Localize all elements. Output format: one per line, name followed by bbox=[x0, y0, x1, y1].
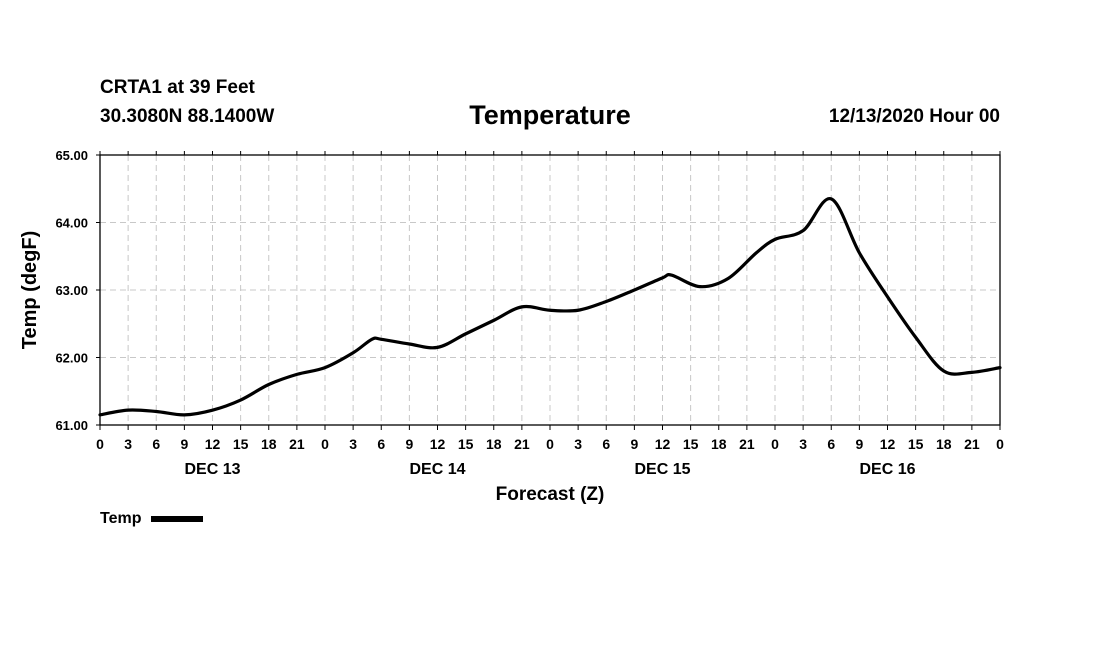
x-tick-label: 12 bbox=[655, 436, 671, 452]
forecast-date: 12/13/2020 Hour 00 bbox=[828, 106, 1000, 127]
x-tick-label: 21 bbox=[964, 436, 980, 452]
y-tick-label: 64.00 bbox=[55, 216, 88, 231]
x-tick-label: 0 bbox=[321, 436, 329, 452]
x-tick-label: 15 bbox=[683, 436, 699, 452]
y-tick-label: 63.00 bbox=[55, 283, 88, 298]
x-tick-label: 12 bbox=[430, 436, 446, 452]
y-tick-label: 62.00 bbox=[55, 351, 88, 366]
day-label: DEC 16 bbox=[859, 461, 915, 478]
day-label: DEC 15 bbox=[634, 461, 690, 478]
x-tick-label: 18 bbox=[711, 436, 727, 452]
x-tick-label: 18 bbox=[486, 436, 502, 452]
legend: Temp bbox=[100, 510, 204, 528]
legend-label: Temp bbox=[100, 510, 142, 527]
x-axis-label: Forecast (Z) bbox=[496, 484, 605, 505]
axis-layer: 61.00 62.00 63.00 64.00 65.00 0 3 6 9 12 15 18 21 0 3 6… bbox=[55, 148, 1004, 478]
x-tick-label: 21 bbox=[289, 436, 305, 452]
x-tick-label: 0 bbox=[771, 436, 779, 452]
x-tick-label: 12 bbox=[205, 436, 221, 452]
x-tick-label: 15 bbox=[458, 436, 474, 452]
x-tick-label: 3 bbox=[349, 436, 357, 452]
y-axis-label: Temp (degF) bbox=[19, 231, 41, 350]
x-tick-label: 15 bbox=[908, 436, 924, 452]
x-tick-label: 6 bbox=[377, 436, 385, 452]
x-tick-label: 0 bbox=[96, 436, 104, 452]
x-tick-label: 3 bbox=[124, 436, 132, 452]
station-coordinates: 30.3080N 88.1400W bbox=[100, 106, 275, 127]
x-tick-label: 9 bbox=[405, 436, 413, 452]
x-tick-label: 3 bbox=[799, 436, 807, 452]
x-tick-label: 0 bbox=[996, 436, 1004, 452]
x-tick-label: 21 bbox=[514, 436, 530, 452]
x-tick-label: 6 bbox=[827, 436, 835, 452]
x-tick-label: 15 bbox=[233, 436, 249, 452]
x-tick-label: 3 bbox=[574, 436, 582, 452]
grid-layer bbox=[100, 155, 1000, 425]
x-tick-label: 0 bbox=[546, 436, 554, 452]
chart-title: Temperature bbox=[469, 100, 631, 130]
data-layer bbox=[98, 197, 1002, 417]
day-label: DEC 14 bbox=[409, 461, 465, 478]
x-tick-label: 6 bbox=[152, 436, 160, 452]
x-tick-label: 6 bbox=[602, 436, 610, 452]
x-tick-label: 21 bbox=[739, 436, 755, 452]
legend-swatch bbox=[151, 516, 204, 522]
y-tick-label: 61.00 bbox=[55, 418, 88, 433]
day-label: DEC 13 bbox=[184, 461, 240, 478]
y-tick-label: 65.00 bbox=[55, 148, 88, 163]
x-tick-label: 9 bbox=[630, 436, 638, 452]
x-tick-label: 18 bbox=[261, 436, 277, 452]
station-name: CRTA1 at 39 Feet bbox=[100, 77, 255, 98]
x-tick-label: 9 bbox=[855, 436, 863, 452]
x-tick-label: 12 bbox=[880, 436, 896, 452]
x-tick-label: 9 bbox=[180, 436, 188, 452]
x-tick-label: 18 bbox=[936, 436, 952, 452]
